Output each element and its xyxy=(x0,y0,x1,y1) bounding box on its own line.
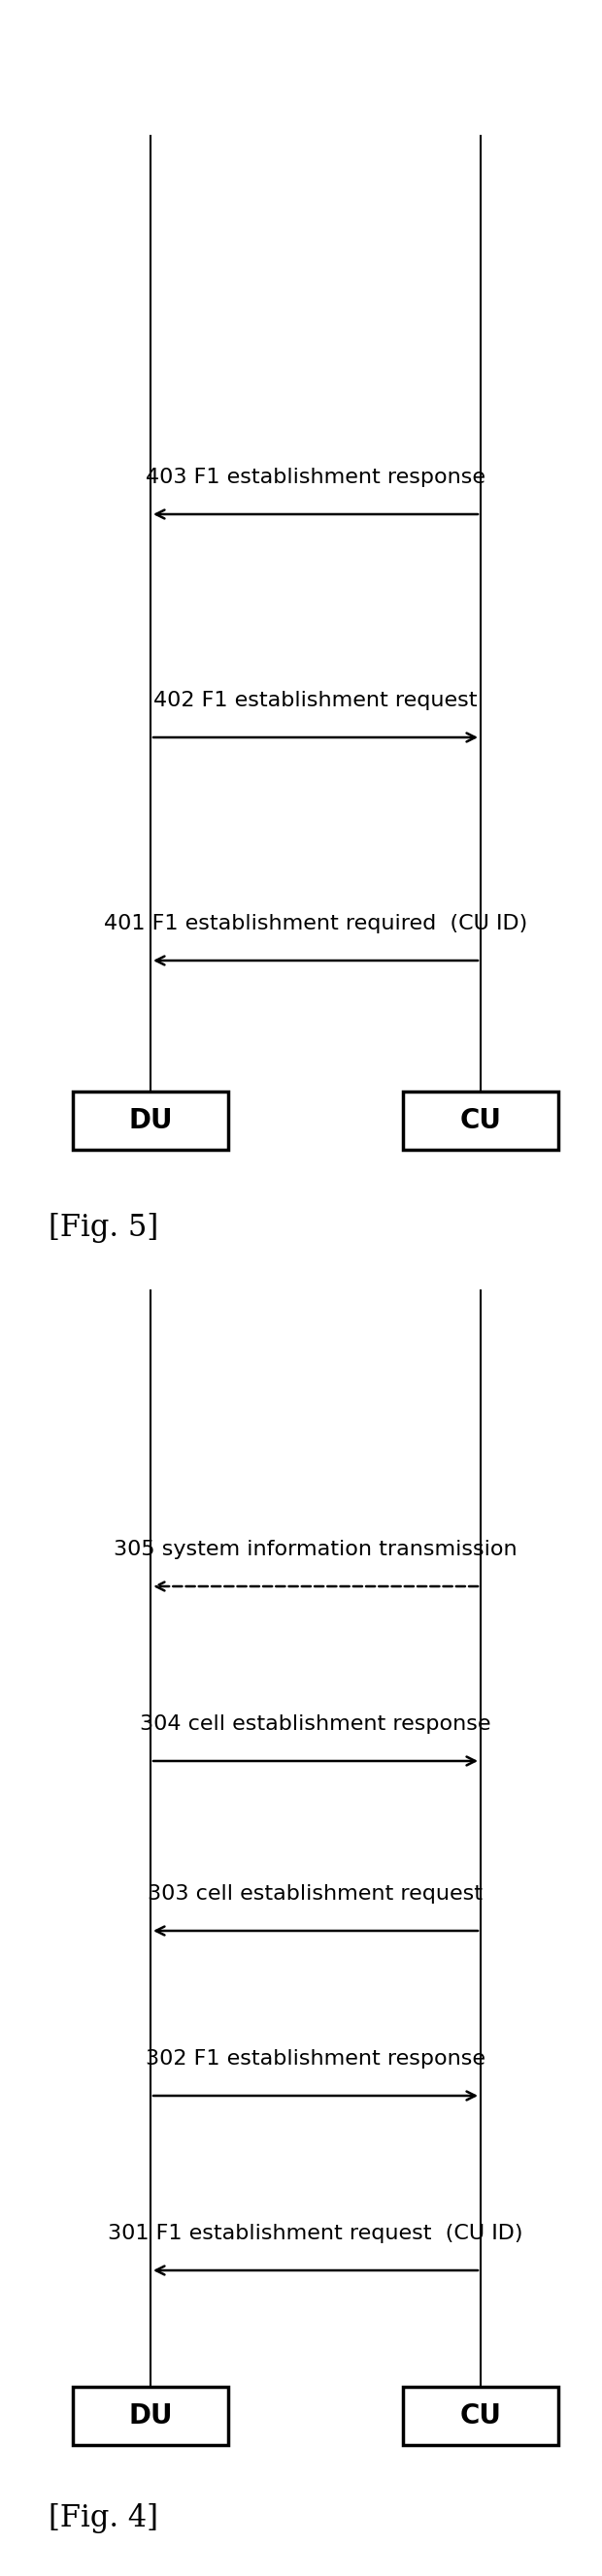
Bar xyxy=(73,2388,228,2445)
Text: [Fig. 4]: [Fig. 4] xyxy=(49,2504,158,2532)
Bar xyxy=(403,1092,558,1149)
Text: CU: CU xyxy=(460,2403,501,2429)
Text: DU: DU xyxy=(128,1108,173,1133)
Bar xyxy=(403,2388,558,2445)
Text: 402 F1 establishment request: 402 F1 establishment request xyxy=(154,690,477,711)
Text: DU: DU xyxy=(128,2403,173,2429)
Text: 301 F1 establishment request  (CU ID): 301 F1 establishment request (CU ID) xyxy=(108,2223,523,2244)
Bar xyxy=(73,1092,228,1149)
Text: 305 system information transmission: 305 system information transmission xyxy=(114,1540,517,1558)
Text: 304 cell establishment response: 304 cell establishment response xyxy=(140,1716,491,1734)
Text: 401 F1 establishment required  (CU ID): 401 F1 establishment required (CU ID) xyxy=(104,914,527,933)
Text: 303 cell establishment request: 303 cell establishment request xyxy=(148,1883,483,1904)
Text: 302 F1 establishment response: 302 F1 establishment response xyxy=(146,2048,485,2069)
Text: [Fig. 5]: [Fig. 5] xyxy=(49,1213,158,1242)
Text: 403 F1 establishment response: 403 F1 establishment response xyxy=(146,469,485,487)
Text: CU: CU xyxy=(460,1108,501,1133)
